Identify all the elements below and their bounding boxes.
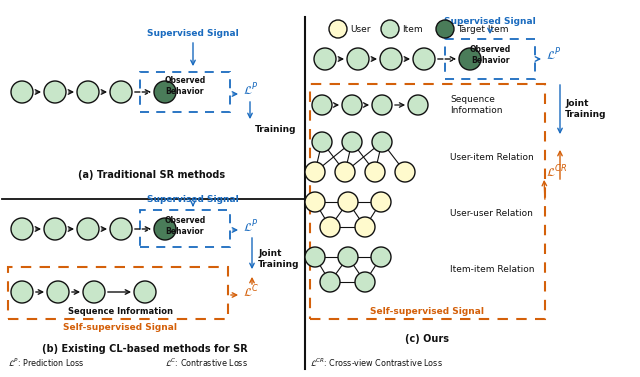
Circle shape [395,162,415,182]
Circle shape [320,272,340,292]
Text: User: User [350,25,371,34]
Text: $\mathcal{L}^{CR}$: $\mathcal{L}^{CR}$ [546,164,567,180]
Circle shape [371,247,391,267]
Text: Item: Item [402,25,422,34]
Circle shape [312,132,332,152]
Circle shape [459,48,481,70]
Text: $\mathcal{L}^P$: Prediction Loss: $\mathcal{L}^P$: Prediction Loss [8,357,84,369]
Text: (c) Ours: (c) Ours [405,334,449,344]
Text: Sequence Information: Sequence Information [67,308,173,317]
Circle shape [355,217,375,237]
Circle shape [413,48,435,70]
Text: Self-supervised Signal: Self-supervised Signal [63,322,177,331]
Circle shape [77,81,99,103]
Circle shape [329,20,347,38]
Circle shape [381,20,399,38]
Text: Observed
Behavior: Observed Behavior [469,45,511,65]
Circle shape [305,192,325,212]
Bar [445,39,535,79]
Circle shape [380,48,402,70]
Circle shape [347,48,369,70]
Text: $\mathcal{L}^C$: $\mathcal{L}^C$ [243,284,259,300]
Bar [140,72,230,112]
Circle shape [11,218,33,240]
Text: Supervised Signal: Supervised Signal [147,195,239,204]
Circle shape [44,218,66,240]
Circle shape [355,272,375,292]
Text: Item-item Relation: Item-item Relation [450,265,534,273]
Bar [140,210,230,247]
Text: Sequence
Information: Sequence Information [450,95,502,115]
Bar [8,267,228,319]
Circle shape [312,95,332,115]
Text: $\mathcal{L}^P$: $\mathcal{L}^P$ [243,82,258,98]
Text: $\mathcal{L}^P$: $\mathcal{L}^P$ [546,47,561,63]
Circle shape [134,281,156,303]
Text: Training: Training [255,124,296,133]
Text: $\mathcal{L}^{CR}$: Cross-view Contrastive Loss: $\mathcal{L}^{CR}$: Cross-view Contrasti… [310,357,443,369]
Text: Observed
Behavior: Observed Behavior [164,216,205,236]
Circle shape [338,192,358,212]
Circle shape [335,162,355,182]
Text: (b) Existing CL-based methods for SR: (b) Existing CL-based methods for SR [42,344,248,354]
Text: (a) Traditional SR methods: (a) Traditional SR methods [79,170,225,180]
Text: Observed
Behavior: Observed Behavior [164,76,205,96]
Text: Joint
Training: Joint Training [258,249,300,269]
Circle shape [47,281,69,303]
Circle shape [342,95,362,115]
Text: Target Item: Target Item [457,25,509,34]
Circle shape [110,81,132,103]
Circle shape [342,132,362,152]
Circle shape [305,247,325,267]
Circle shape [154,218,176,240]
Text: $\mathcal{L}^C$: Contrastive Loss: $\mathcal{L}^C$: Contrastive Loss [165,357,248,369]
Circle shape [154,81,176,103]
Circle shape [44,81,66,103]
Text: Supervised Signal: Supervised Signal [147,29,239,38]
Circle shape [436,20,454,38]
Text: Self-supervised Signal: Self-supervised Signal [370,307,484,316]
Circle shape [77,218,99,240]
Circle shape [371,192,391,212]
Circle shape [11,281,33,303]
Text: User-user Relation: User-user Relation [450,210,533,219]
Circle shape [83,281,105,303]
Text: Supervised Signal: Supervised Signal [444,17,536,26]
Circle shape [372,95,392,115]
Circle shape [372,132,392,152]
Text: Joint
Training: Joint Training [565,99,607,119]
Text: $\mathcal{L}^P$: $\mathcal{L}^P$ [243,219,258,235]
Circle shape [305,162,325,182]
Circle shape [320,217,340,237]
Circle shape [338,247,358,267]
Circle shape [365,162,385,182]
Bar [310,84,545,319]
Circle shape [110,218,132,240]
Text: User-item Relation: User-item Relation [450,153,534,161]
Circle shape [314,48,336,70]
Circle shape [11,81,33,103]
Circle shape [408,95,428,115]
